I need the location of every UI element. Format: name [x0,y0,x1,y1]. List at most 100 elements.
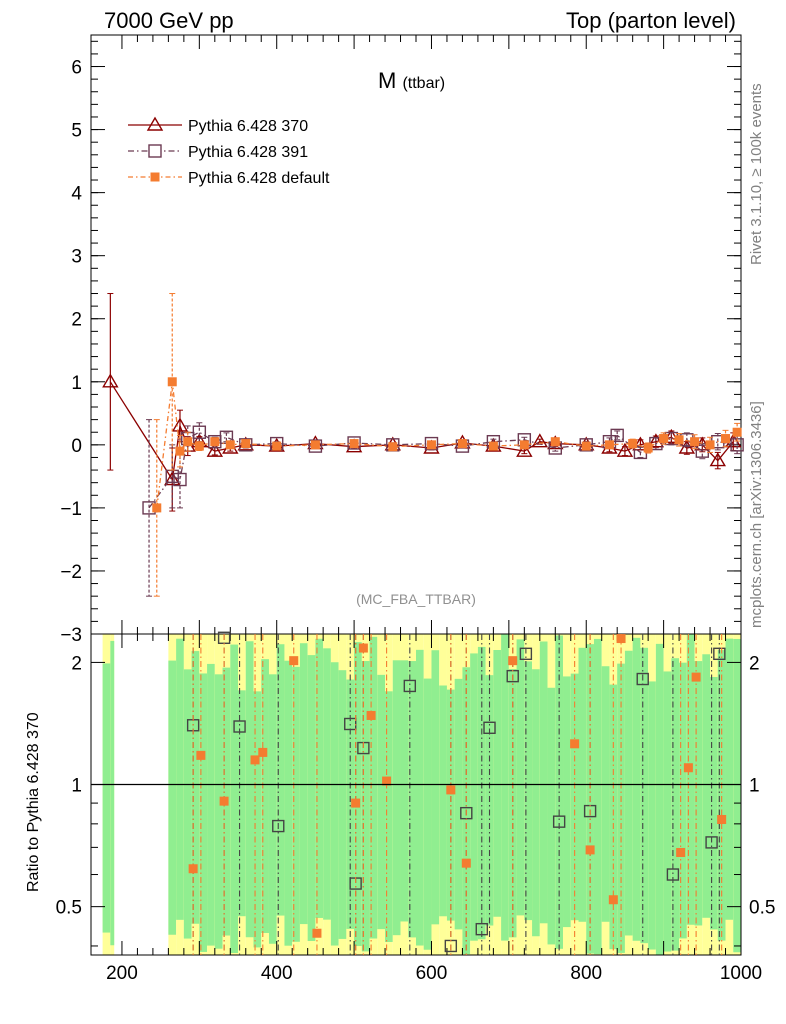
band-green [307,655,316,941]
ratio-ytick-label: 0.5 [56,898,82,919]
ratio-uncertainty-bands [102,634,741,955]
data-point-triangle [709,452,727,467]
ratio-point-filled [461,858,471,868]
data-point-filled [457,439,467,449]
ratio-point-filled [570,739,580,749]
band-green [361,661,370,952]
data-point-square [424,436,439,451]
ratio-ylabel: Ratio to Pythia 6.428 370 [25,712,42,892]
ratio-point-filled [219,796,229,806]
ratio-xtick-label: 800 [570,963,602,984]
band-green [299,643,308,925]
band-green [400,660,409,922]
ratio-point-filled [358,643,368,653]
legend-marker-370 [146,116,164,131]
ratio-xtick-label: 1000 [720,963,762,984]
band-green [501,634,509,941]
band-green [686,634,695,925]
ratio-series-group [186,631,727,955]
ratio-point-square [552,815,566,828]
band-green [717,650,726,941]
data-point-filled [194,441,204,451]
band-green [214,674,223,949]
series-line [156,381,738,508]
data-point-filled [183,437,193,447]
band-green [648,681,656,950]
ratio-point-filled [258,747,268,757]
band-green [470,653,478,941]
band-green [694,661,703,926]
data-point-filled [581,441,591,451]
data-point-filled [732,427,742,437]
data-point-triangle [516,442,533,457]
data-point-square [347,436,361,450]
band-green [110,640,115,946]
ratio-point-filled [289,656,299,666]
ratio-ytick-label-right: 1 [749,776,760,797]
data-point-square [695,444,710,458]
legend-label-370: Pythia 6.428 370 [188,118,308,135]
data-point-filled [488,441,498,451]
band-green [385,691,393,943]
band-green [671,658,680,951]
band-green [416,649,424,946]
data-point-filled [604,440,614,450]
main-series-group [102,293,744,597]
ratio-point-filled [366,710,376,720]
ratio-point-filled [196,750,206,760]
band-green [547,687,556,945]
chart-title-sub: (ttbar) [402,75,445,92]
data-point-filled [426,440,436,450]
band-green [454,678,463,930]
chart-title: M (ttbar) [378,68,445,93]
data-point-filled [659,434,669,444]
ratio-point-filled [676,847,686,857]
ratio-ytick-label-right: 0.5 [749,898,775,919]
band-green [563,676,571,928]
band-green [663,671,672,952]
ratio-ytick-label: 2 [71,653,82,674]
data-point-filled [690,437,700,447]
data-point-filled [705,440,715,450]
band-green [733,638,741,953]
data-point-filled [643,443,653,453]
main-ytick-label: 6 [71,58,82,79]
data-point-filled [519,440,529,450]
data-point-filled [272,441,282,451]
ratio-xtick-label: 600 [416,963,448,984]
ratio-point-filled [691,672,701,682]
data-point-filled [388,442,398,452]
ratio-point-square [233,720,246,733]
ratio-xtick-label: 400 [261,963,293,984]
main-ytick-label: 4 [71,184,82,205]
data-point-filled [175,446,185,456]
main-ytick-label: −2 [60,562,82,583]
band-green [330,662,339,946]
ratio-axis-ticks: 0.5 0.5 1 1 2 2 200 400 600 800 1000 [56,634,775,984]
ratio-point-square [519,647,533,661]
ratio-point-filled [608,895,618,905]
band-green [539,641,548,924]
band-green [640,647,649,944]
header-right: Top (parton level) [566,8,736,33]
main-ytick-label: 3 [71,247,82,268]
band-green [176,638,184,920]
legend-label-391: Pythia 6.428 391 [188,144,308,161]
band-green [284,660,293,946]
band-green [710,677,718,930]
ratio-point-filled [250,755,260,765]
data-point-filled [721,434,731,444]
mcplots-label: mcplots.cern.ch [arXiv:1306.3436] [748,401,765,628]
series-line [109,381,734,482]
legend-entry-391: Pythia 6.428 391 [128,144,308,161]
analysis-annotation: (MC_FBA_TTBAR) [356,591,476,607]
band-green [601,666,610,922]
main-ytick-label: −1 [60,499,82,520]
data-point-triangle [164,471,181,486]
ratio-point-square [344,717,357,731]
band-green [392,660,401,936]
legend-marker-391 [148,144,162,158]
data-point-filled [550,437,560,447]
series-line [148,431,738,509]
ratio-point-filled [683,763,693,773]
